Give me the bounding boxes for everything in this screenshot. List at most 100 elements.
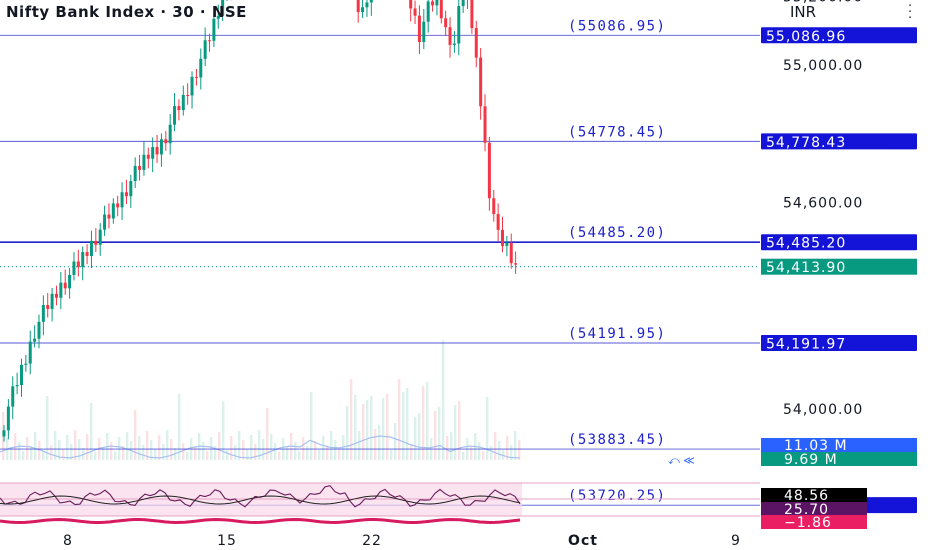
candle	[155, 134, 159, 164]
volume-tag[interactable]: 11.03 M	[761, 438, 917, 454]
candle-body	[190, 76, 194, 96]
candle-body	[483, 106, 487, 143]
volume-bar	[210, 437, 213, 460]
volume-bar	[374, 429, 377, 460]
volume-tag-text: 9.69 M	[784, 452, 838, 468]
candle	[417, 5, 421, 55]
volume-bar	[338, 449, 341, 460]
volume-bar	[22, 451, 25, 460]
volume-bar	[246, 449, 249, 460]
volume-bar	[154, 449, 157, 460]
candle-body	[186, 94, 190, 96]
x-tick-label[interactable]: 8	[63, 533, 73, 549]
volume-bar	[142, 445, 145, 460]
x-tick-label[interactable]: 9	[731, 533, 741, 549]
candle	[186, 83, 190, 105]
y-tick-label[interactable]: 54,000.00	[783, 402, 863, 418]
candle-body	[221, 0, 225, 16]
volume-bar	[318, 450, 321, 460]
x-tick-label[interactable]: 15	[217, 533, 237, 549]
level-price-tag[interactable]: 55,086.96	[761, 27, 917, 45]
candle	[221, 0, 225, 22]
candle	[483, 94, 487, 152]
candle-body	[203, 40, 207, 59]
time-axis[interactable]: 8 15 22 Oct 9	[63, 533, 741, 549]
oscillator-tag[interactable]: 25.70	[761, 502, 867, 518]
candle	[356, 0, 360, 23]
candle	[111, 198, 115, 224]
candle-body	[194, 76, 198, 78]
oscillator-tag[interactable]: 48.56	[761, 488, 867, 504]
x-tick-label[interactable]: Oct	[568, 533, 598, 549]
level-price-tag[interactable]: 54,485.20	[761, 234, 917, 252]
candle-body	[159, 139, 163, 155]
candle	[72, 252, 76, 281]
volume-bar	[438, 407, 441, 460]
candle	[6, 399, 10, 440]
volume-bar	[46, 396, 49, 460]
candle-body	[199, 58, 203, 78]
volume-bar	[158, 435, 161, 460]
volume-bar	[346, 406, 349, 460]
candle-body	[63, 282, 67, 289]
candle	[138, 154, 142, 181]
candle	[181, 85, 185, 116]
price-axis[interactable]: 56,142.6056,061.0155,760.1355,459.2455,2…	[668, 0, 917, 515]
candle	[505, 235, 509, 257]
candle-body	[94, 240, 98, 245]
currency-label[interactable]: INR	[790, 3, 817, 21]
volume-bar	[414, 417, 417, 460]
candle	[94, 228, 98, 253]
menu-icon[interactable]: · · ·	[908, 0, 913, 26]
oscillator-tag[interactable]: −1.86	[761, 515, 867, 531]
y-tick-label[interactable]: 54,600.00	[783, 196, 863, 212]
volume-bar	[258, 430, 261, 460]
volume-bar	[146, 431, 149, 460]
candle-body	[111, 203, 115, 219]
candle-body	[422, 21, 426, 42]
candle-body	[50, 293, 54, 309]
last-price-tag[interactable]: 54,413.90	[761, 258, 917, 277]
candle	[159, 133, 163, 167]
candle	[133, 157, 137, 188]
x-tick-label[interactable]: 22	[362, 533, 382, 549]
volume-tag-text: 11.03 M	[784, 438, 848, 454]
candle	[365, 0, 369, 17]
volume-tag[interactable]: 9.69 M	[761, 452, 917, 468]
volume-bar	[182, 443, 185, 460]
candle-body	[129, 181, 133, 197]
candle	[116, 195, 120, 217]
volume-bar	[506, 436, 509, 460]
replay-icon[interactable]: ⤺ ≪	[668, 454, 695, 467]
candle	[422, 8, 426, 50]
candle	[24, 355, 28, 372]
y-tick-label[interactable]: 55,200.00	[783, 0, 863, 5]
volume-bar	[206, 451, 209, 460]
volume-bar	[138, 436, 141, 460]
candle	[474, 20, 478, 68]
candle	[501, 216, 505, 253]
level-price-tag[interactable]: 54,778.43	[761, 133, 917, 151]
y-tick-label[interactable]: 55,000.00	[783, 58, 863, 74]
candle-body	[461, 0, 465, 7]
level-price-tag-bg	[761, 133, 917, 150]
volume-bar	[90, 403, 93, 460]
candle	[89, 230, 93, 269]
level-price-tag[interactable]: 54,191.97	[761, 335, 917, 353]
volume-tag-bg	[761, 452, 917, 466]
level-label: (54485.20)	[568, 225, 666, 241]
candle-body	[435, 0, 439, 6]
candle	[2, 425, 6, 442]
volume-tag-bg	[761, 438, 917, 452]
candle	[19, 358, 23, 397]
volume-bar	[514, 431, 517, 460]
candle-body	[15, 385, 19, 387]
candle-body	[365, 2, 369, 8]
candle-body	[89, 240, 93, 257]
candle-body	[155, 147, 159, 155]
volume-bar	[62, 449, 65, 460]
candle	[33, 325, 37, 348]
candle	[212, 9, 216, 47]
volume-bar	[150, 440, 153, 460]
